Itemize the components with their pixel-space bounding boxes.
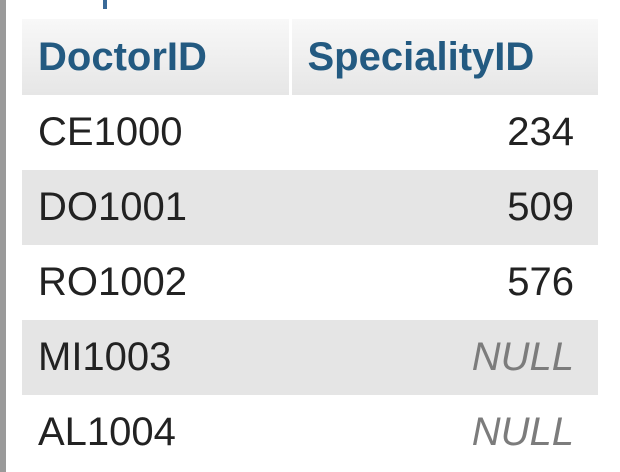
table-row[interactable]: CE1000 234 xyxy=(22,95,598,170)
cell-doctor-id[interactable]: DO1001 xyxy=(22,170,290,245)
table-header-row: DoctorID SpecialityID xyxy=(22,19,598,95)
table-row[interactable]: AL1004 NULL xyxy=(22,395,598,470)
cell-speciality-id[interactable]: 576 xyxy=(290,245,598,320)
column-header-specialityid[interactable]: SpecialityID xyxy=(290,19,598,95)
cell-speciality-id[interactable]: 234 xyxy=(290,95,598,170)
cell-doctor-id[interactable]: RO1002 xyxy=(22,245,290,320)
panel-left-border xyxy=(0,0,6,472)
table-row[interactable]: DO1001 509 xyxy=(22,170,598,245)
table-row[interactable]: RO1002 576 xyxy=(22,245,598,320)
cell-speciality-id-null[interactable]: NULL xyxy=(290,320,598,395)
cell-speciality-id-null[interactable]: NULL xyxy=(290,395,598,470)
table-row[interactable]: MI1003 NULL xyxy=(22,320,598,395)
result-table: DoctorID SpecialityID CE1000 234 DO1001 … xyxy=(22,19,598,470)
cell-doctor-id[interactable]: MI1003 xyxy=(22,320,290,395)
top-edge-mark xyxy=(103,0,107,9)
cell-speciality-id[interactable]: 509 xyxy=(290,170,598,245)
cell-doctor-id[interactable]: AL1004 xyxy=(22,395,290,470)
column-header-doctorid[interactable]: DoctorID xyxy=(22,19,292,95)
cell-doctor-id[interactable]: CE1000 xyxy=(22,95,290,170)
